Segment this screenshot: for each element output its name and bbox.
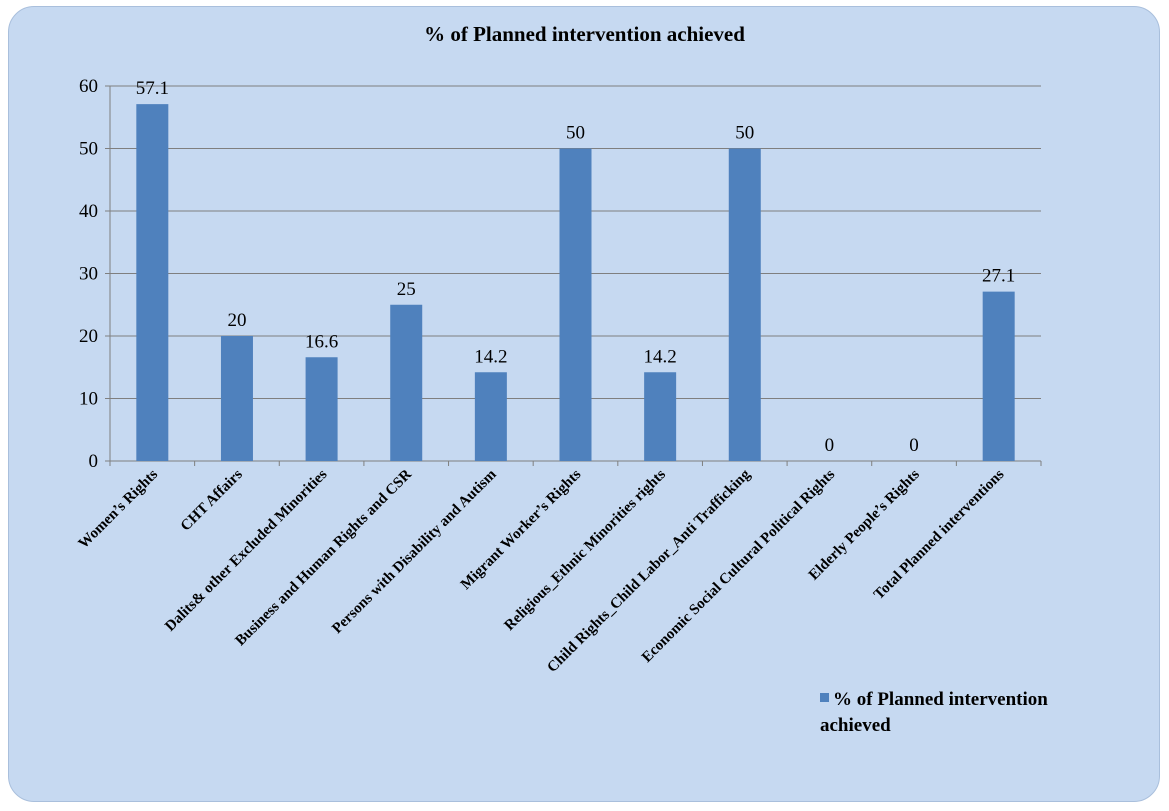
data-label: 14.2 <box>474 346 507 367</box>
y-tick-label: 10 <box>79 389 98 410</box>
x-tick-label: Religious_Ethnic Minorities rights <box>501 466 669 634</box>
chart-title: % of Planned intervention achieved <box>424 22 745 46</box>
bar <box>728 148 761 461</box>
y-tick-label: 20 <box>79 326 98 347</box>
x-tick-label: Economic Social Cultural Political Right… <box>639 466 838 665</box>
data-label: 16.6 <box>305 331 338 352</box>
x-tick-label: CHT Affairs <box>178 466 246 534</box>
bar <box>644 372 677 461</box>
data-label: 0 <box>825 435 835 456</box>
legend-swatch <box>820 693 829 703</box>
bar <box>220 336 253 461</box>
y-tick-label: 0 <box>89 451 99 472</box>
data-label: 20 <box>227 310 246 331</box>
y-tick-label: 60 <box>79 76 98 97</box>
y-tick-label: 30 <box>79 264 98 285</box>
x-tick-label: Business and Human Rights and CSR <box>232 466 415 649</box>
bar <box>305 357 338 461</box>
bar <box>390 304 423 461</box>
data-label: 0 <box>909 435 919 456</box>
data-label: 25 <box>397 279 416 300</box>
bar <box>474 372 507 461</box>
legend: % of Planned intervention achieved <box>820 686 1120 738</box>
y-tick-label: 50 <box>79 139 98 160</box>
data-label: 50 <box>735 123 754 144</box>
x-tick-label: Women’s Rights <box>76 466 162 552</box>
legend-label: % of Planned intervention achieved <box>820 689 1048 737</box>
x-tick-label: Dalits& other Excluded Minorities <box>162 466 330 634</box>
bar <box>982 291 1015 461</box>
data-label: 50 <box>566 123 585 144</box>
data-label: 27.1 <box>982 266 1015 287</box>
x-tick-label: Persons with Disability and Autism <box>329 466 500 637</box>
data-label: 57.1 <box>136 78 169 99</box>
y-tick-label: 40 <box>79 201 98 222</box>
data-label: 14.2 <box>644 346 677 367</box>
bar <box>136 104 169 461</box>
bar <box>559 148 592 461</box>
